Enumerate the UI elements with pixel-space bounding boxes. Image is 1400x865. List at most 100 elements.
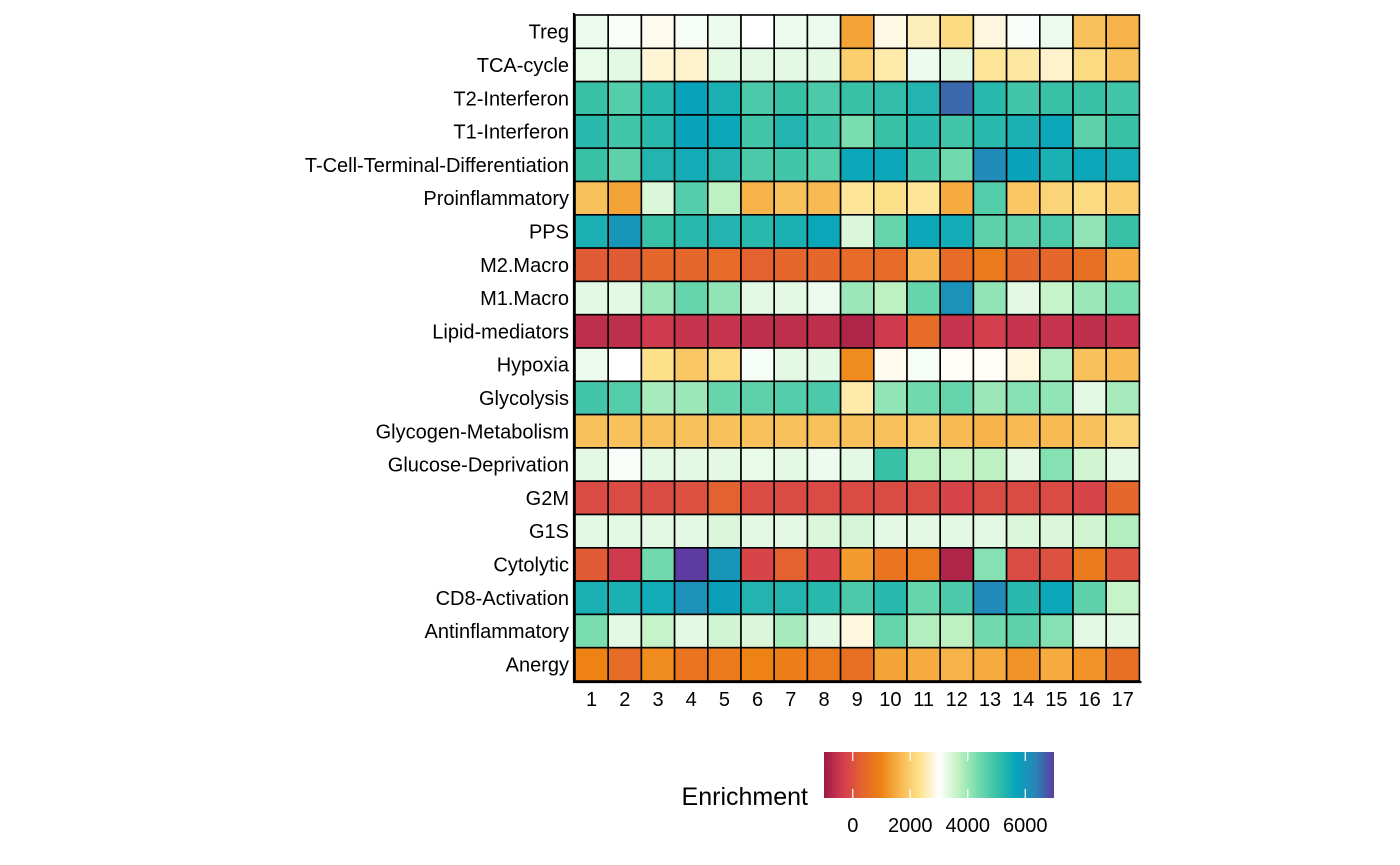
heatmap-cell: [1039, 546, 1074, 582]
heatmap-cell: [1005, 14, 1041, 50]
y-tick-label: G1S: [529, 521, 569, 543]
heatmap-cell: [773, 546, 809, 582]
heatmap-cell: [706, 147, 742, 183]
heatmap-cell: [1105, 47, 1141, 83]
heatmap-cell: [972, 380, 1008, 416]
heatmap-cell: [1039, 80, 1074, 116]
heatmap-cell: [972, 313, 1008, 349]
heatmap-cell: [1105, 546, 1141, 582]
x-tick-label: 17: [1112, 689, 1134, 711]
heatmap-cell: [972, 447, 1008, 482]
x-tick-label: 1: [586, 689, 597, 711]
heatmap-cell: [1072, 646, 1108, 682]
heatmap-cell: [574, 114, 610, 150]
heatmap-cell: [939, 580, 975, 616]
heatmap-cell: [773, 347, 809, 383]
heatmap-cell: [906, 280, 942, 316]
heatmap-cell: [673, 247, 709, 283]
heatmap-cell: [574, 413, 610, 449]
x-tick-label: 13: [979, 689, 1001, 711]
x-tick-label: 5: [719, 689, 730, 711]
heatmap-cell: [607, 280, 643, 316]
heatmap-cell: [839, 380, 875, 416]
heatmap-cell: [906, 413, 942, 449]
heatmap-cell: [806, 380, 842, 416]
heatmap-cell: [1105, 447, 1141, 482]
heatmap-cell: [839, 480, 875, 516]
heatmap-cell: [872, 413, 908, 449]
heatmap-cell: [972, 147, 1008, 183]
heatmap-cell: [939, 147, 975, 183]
heatmap-cells: [574, 14, 1141, 682]
y-tick-label: Treg: [529, 22, 569, 44]
heatmap-cell: [939, 247, 975, 283]
heatmap-cell: [740, 14, 776, 50]
heatmap-cell: [574, 14, 610, 50]
heatmap-cell: [906, 613, 942, 649]
heatmap-cell: [574, 646, 610, 682]
y-tick-label: Antinflammatory: [425, 621, 570, 643]
heatmap-cell: [1005, 313, 1041, 349]
heatmap-cell: [673, 214, 709, 249]
heatmap-cell: [706, 180, 742, 216]
heatmap-cell: [972, 580, 1008, 616]
heatmap-cell: [839, 613, 875, 649]
heatmap-cell: [939, 480, 975, 516]
heatmap-cell: [939, 313, 975, 349]
heatmap-cell: [872, 513, 908, 549]
heatmap-cell: [1072, 546, 1108, 582]
heatmap-cell: [640, 413, 676, 449]
heatmap-cell: [574, 347, 610, 383]
heatmap-cell: [872, 180, 908, 216]
heatmap-cell: [773, 646, 809, 682]
heatmap-cell: [839, 447, 875, 482]
heatmap-cell: [1005, 447, 1041, 482]
heatmap-cell: [740, 280, 776, 316]
heatmap-cell: [1039, 247, 1074, 283]
heatmap-cell: [939, 646, 975, 682]
heatmap-cell: [640, 546, 676, 582]
heatmap-cell: [740, 646, 776, 682]
heatmap-cell: [574, 380, 610, 416]
heatmap-cell: [872, 347, 908, 383]
heatmap-cell: [640, 347, 676, 383]
heatmap-cell: [640, 14, 676, 50]
heatmap-cell: [1072, 80, 1108, 116]
heatmap-cell: [1039, 14, 1074, 50]
heatmap-cell: [773, 313, 809, 349]
x-tick-label: 16: [1078, 689, 1100, 711]
heatmap-cell: [773, 480, 809, 516]
heatmap-cell: [740, 546, 776, 582]
heatmap-cell: [1039, 147, 1074, 183]
heatmap-cell: [939, 347, 975, 383]
heatmap-cell: [773, 580, 809, 616]
heatmap-cell: [1072, 380, 1108, 416]
legend: Enrichment 0 2000 4000 6000: [682, 752, 1054, 837]
heatmap-cell: [740, 347, 776, 383]
heatmap-cell: [1105, 347, 1141, 383]
heatmap-cell: [806, 47, 842, 83]
heatmap-cell: [673, 180, 709, 216]
heatmap-cell: [706, 313, 742, 349]
heatmap-cell: [1005, 47, 1041, 83]
heatmap-cell: [1039, 214, 1074, 249]
axes: [572, 13, 1142, 684]
heatmap-cell: [640, 147, 676, 183]
heatmap-cell: [806, 546, 842, 582]
heatmap-cell: [1072, 280, 1108, 316]
heatmap-cell: [839, 580, 875, 616]
y-tick-label: M2.Macro: [480, 255, 569, 277]
heatmap-cell: [673, 447, 709, 482]
heatmap-cell: [1005, 513, 1041, 549]
heatmap-cell: [607, 180, 643, 216]
heatmap-cell: [872, 147, 908, 183]
heatmap-cell: [806, 613, 842, 649]
heatmap-cell: [906, 513, 942, 549]
x-tick-label: 4: [686, 689, 697, 711]
heatmap-cell: [673, 80, 709, 116]
heatmap-cell: [574, 214, 610, 249]
heatmap-cell: [839, 546, 875, 582]
heatmap-cell: [1105, 280, 1141, 316]
heatmap-cell: [1072, 180, 1108, 216]
